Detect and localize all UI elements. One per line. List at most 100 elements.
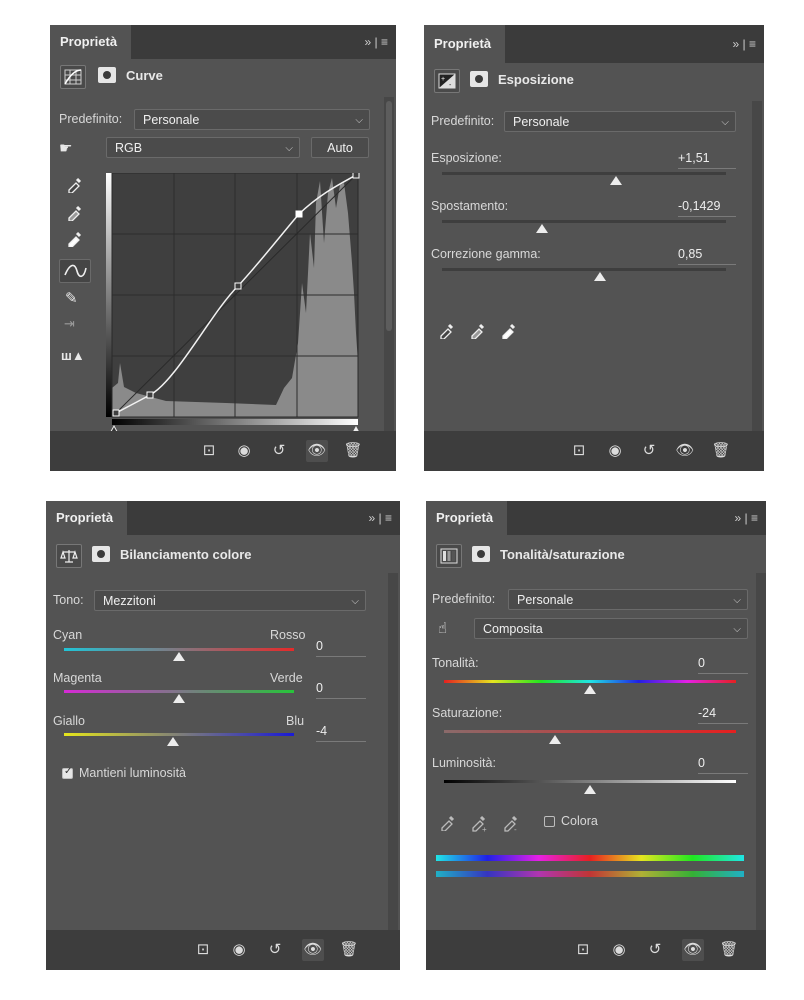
preset-select[interactable]: Personale ⌵ — [508, 589, 748, 610]
visibility-icon[interactable]: 👁 — [675, 442, 695, 459]
mask-icon[interactable] — [472, 546, 490, 562]
white-point-eyedropper-icon[interactable] — [500, 321, 518, 339]
black-point-eyedropper-icon[interactable] — [66, 175, 84, 193]
auto-button[interactable]: Auto — [311, 137, 369, 158]
scrollbar[interactable] — [756, 573, 766, 930]
magenta-green-thumb[interactable] — [173, 694, 185, 703]
channel-select[interactable]: RGB ⌵ — [106, 137, 300, 158]
colorize-checkbox[interactable] — [544, 816, 555, 827]
tab-properties[interactable]: Proprietà — [424, 25, 506, 63]
on-image-adjust-icon[interactable]: ☛ — [59, 140, 73, 157]
on-image-adjust-icon[interactable]: ☝ — [438, 620, 448, 637]
panel-menu-icon[interactable]: » | ≡ — [732, 37, 756, 51]
trash-icon[interactable]: 🗑 — [343, 442, 363, 459]
gamma-thumb[interactable] — [594, 272, 606, 281]
yellow-blue-track[interactable] — [64, 733, 294, 736]
trash-icon[interactable]: 🗑 — [719, 941, 739, 958]
panel-menu-icon[interactable]: » | ≡ — [364, 35, 388, 49]
curve-point[interactable] — [146, 391, 154, 399]
hue-saturation-icon[interactable] — [436, 544, 462, 568]
saturation-value[interactable]: -24 — [698, 706, 748, 724]
gray-point-eyedropper-icon[interactable] — [66, 203, 84, 221]
preset-value: Personale — [517, 593, 574, 607]
view-previous-icon[interactable]: ◉ — [612, 941, 626, 958]
range-select[interactable]: Composita ⌵ — [474, 618, 748, 639]
offset-thumb[interactable] — [536, 224, 548, 233]
curves-icon[interactable] — [60, 65, 86, 89]
clip-to-layer-icon[interactable]: ⊡ — [576, 941, 590, 958]
pencil-icon[interactable]: ✎ — [65, 290, 78, 307]
mask-icon[interactable] — [92, 546, 110, 562]
cyan-red-value[interactable]: 0 — [316, 639, 366, 657]
trash-icon[interactable]: 🗑 — [339, 941, 359, 958]
cyan-red-track[interactable] — [64, 648, 294, 651]
scrollbar[interactable] — [752, 101, 762, 431]
hue-thumb[interactable] — [584, 685, 596, 694]
magenta-green-value[interactable]: 0 — [316, 681, 366, 699]
saturation-track[interactable] — [444, 730, 736, 733]
panel-menu-icon[interactable]: » | ≡ — [368, 511, 392, 525]
curve-point[interactable] — [295, 210, 303, 218]
subtract-from-sample-eyedropper-icon[interactable]: - — [502, 813, 522, 833]
exposure-icon[interactable]: + - — [434, 69, 460, 93]
curve-point[interactable] — [352, 173, 360, 179]
preset-select[interactable]: Personale ⌵ — [504, 111, 736, 132]
visibility-icon[interactable]: 👁 — [306, 440, 328, 462]
lightness-thumb[interactable] — [584, 785, 596, 794]
clipping-warning-icon[interactable]: ш▲ — [61, 348, 85, 363]
exposure-track[interactable] — [442, 172, 726, 175]
exposure-value[interactable]: +1,51 — [678, 151, 736, 169]
preset-select[interactable]: Personale ⌵ — [134, 109, 370, 130]
mask-icon[interactable] — [98, 67, 116, 83]
tone-select[interactable]: Mezzitoni ⌵ — [94, 590, 366, 611]
hue-value[interactable]: 0 — [698, 656, 748, 674]
balance-scale-icon[interactable] — [56, 544, 82, 568]
clip-to-layer-icon[interactable]: ⊡ — [572, 442, 586, 459]
scrollbar[interactable] — [384, 97, 394, 431]
smooth-icon[interactable]: ⇥ — [64, 316, 75, 331]
tab-properties[interactable]: Proprietà — [50, 25, 132, 59]
scrollbar[interactable] — [388, 573, 398, 930]
view-previous-icon[interactable]: ◉ — [608, 442, 622, 459]
saturation-thumb[interactable] — [549, 735, 561, 744]
edit-points-tool-icon[interactable] — [59, 259, 91, 283]
mask-icon[interactable] — [470, 71, 488, 87]
exposure-thumb[interactable] — [610, 176, 622, 185]
view-previous-icon[interactable]: ◉ — [232, 941, 246, 958]
preserve-luminosity-checkbox[interactable] — [62, 766, 73, 779]
add-to-sample-eyedropper-icon[interactable]: + — [470, 813, 490, 833]
trash-icon[interactable]: 🗑 — [711, 442, 731, 459]
clip-to-layer-icon[interactable]: ⊡ — [202, 442, 216, 459]
lightness-track[interactable] — [444, 780, 736, 783]
hue-track[interactable] — [444, 680, 736, 683]
offset-track[interactable] — [442, 220, 726, 223]
lightness-value[interactable]: 0 — [698, 756, 748, 774]
scrollbar-thumb[interactable] — [386, 101, 392, 331]
yellow-blue-thumb[interactable] — [167, 737, 179, 746]
curve-graph[interactable] — [106, 173, 362, 453]
magenta-green-track[interactable] — [64, 690, 294, 693]
reset-icon[interactable]: ↺ — [268, 941, 282, 958]
black-point-eyedropper-icon[interactable] — [438, 321, 456, 339]
yellow-blue-value[interactable]: -4 — [316, 724, 366, 742]
panel-menu-icon[interactable]: » | ≡ — [734, 511, 758, 525]
gamma-track[interactable] — [442, 268, 726, 271]
cyan-red-thumb[interactable] — [173, 652, 185, 661]
eyedropper-icon[interactable] — [439, 813, 457, 831]
curve-point[interactable] — [112, 409, 120, 417]
adjustment-title: Esposizione — [498, 72, 574, 87]
gamma-value[interactable]: 0,85 — [678, 247, 736, 265]
tab-properties[interactable]: Proprietà — [426, 501, 508, 535]
white-point-eyedropper-icon[interactable] — [66, 229, 84, 247]
reset-icon[interactable]: ↺ — [648, 941, 662, 958]
visibility-icon[interactable]: 👁 — [302, 939, 324, 961]
clip-to-layer-icon[interactable]: ⊡ — [196, 941, 210, 958]
reset-icon[interactable]: ↺ — [272, 442, 286, 459]
reset-icon[interactable]: ↺ — [642, 442, 656, 459]
tab-properties[interactable]: Proprietà — [46, 501, 128, 535]
offset-value[interactable]: -0,1429 — [678, 199, 736, 217]
view-previous-icon[interactable]: ◉ — [237, 442, 251, 459]
gray-point-eyedropper-icon[interactable] — [469, 321, 487, 339]
visibility-icon[interactable]: 👁 — [682, 939, 704, 961]
curve-point[interactable] — [234, 282, 242, 290]
